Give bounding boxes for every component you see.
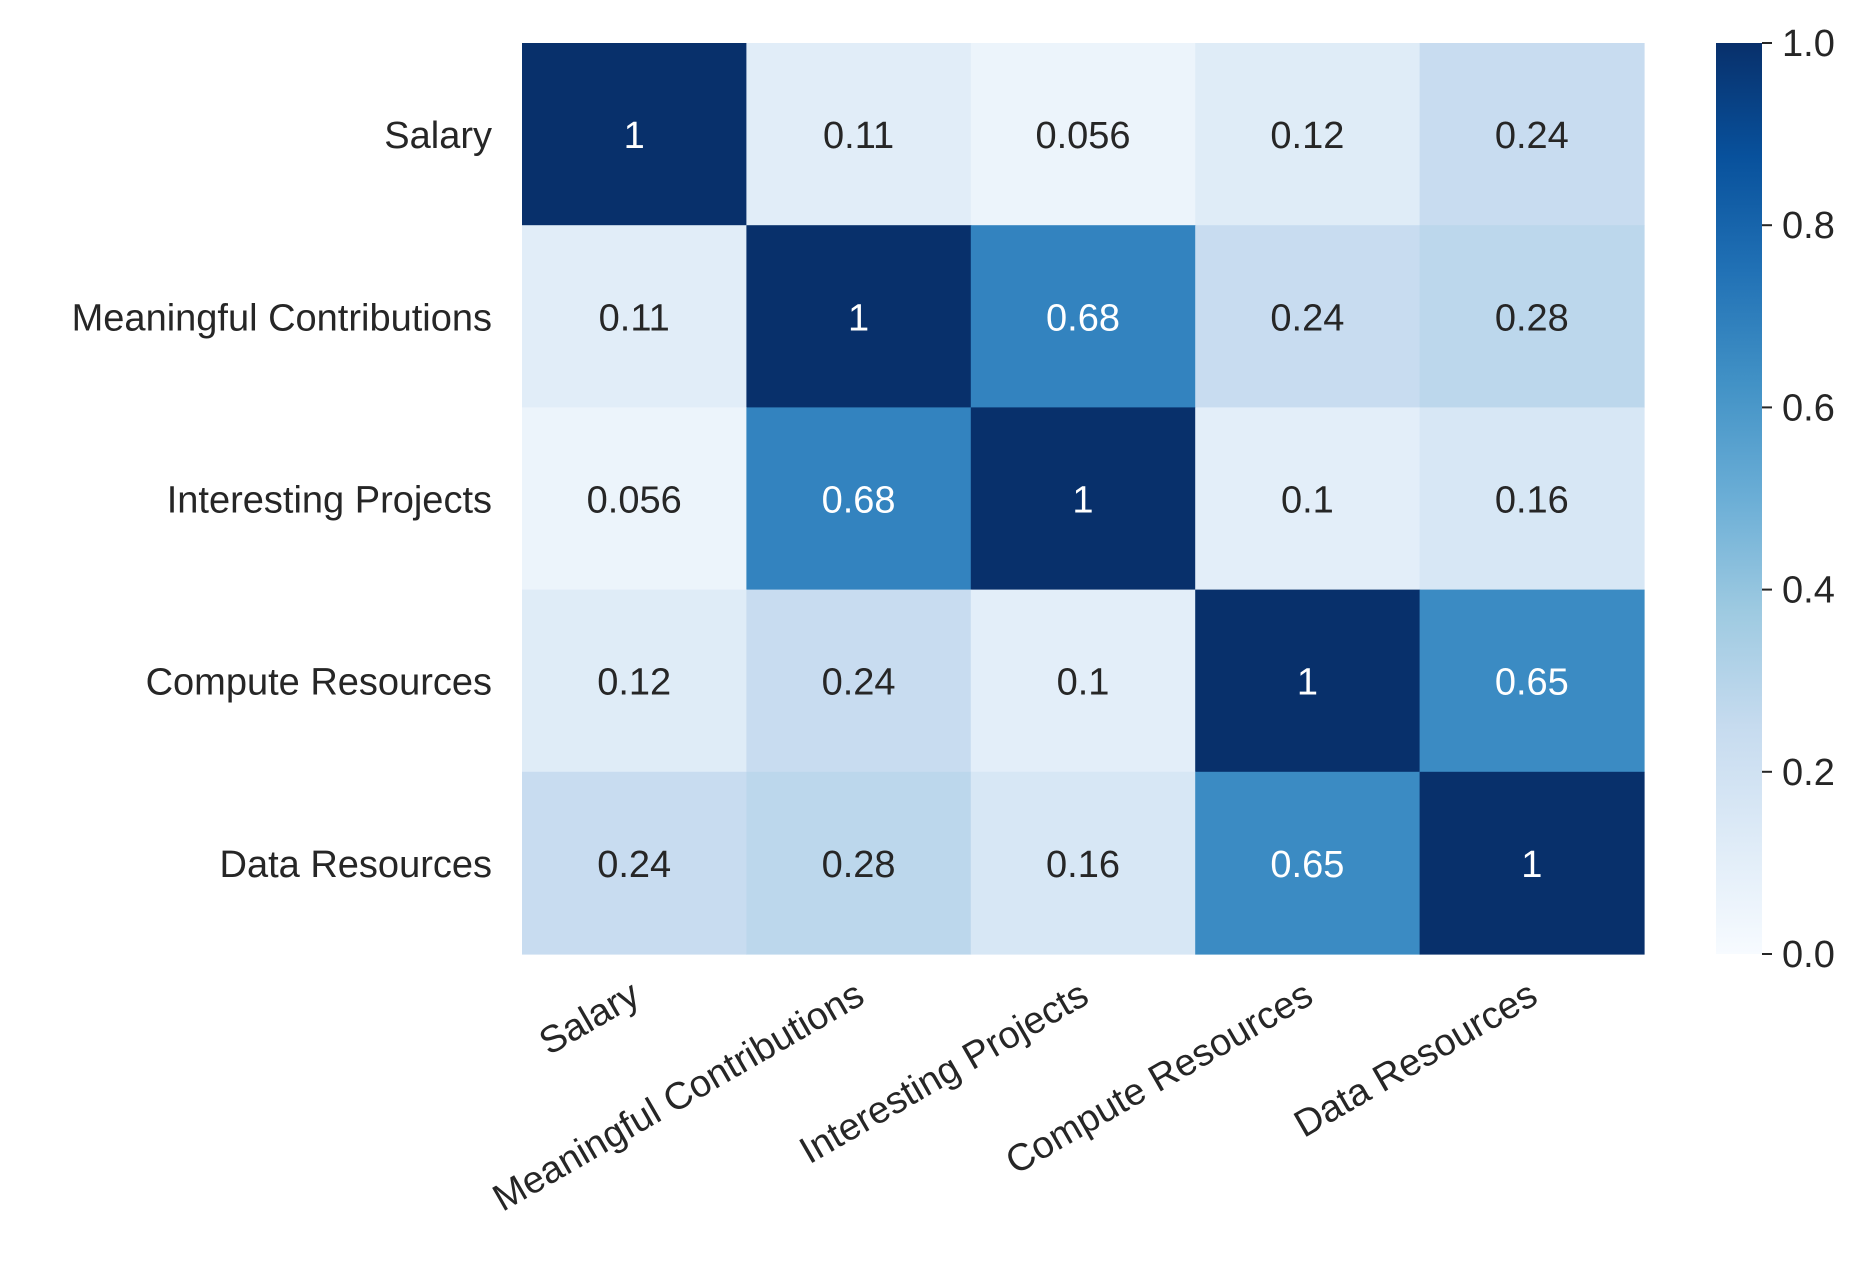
- heatmap-cell: [1195, 43, 1421, 226]
- colorbar: 0.0 0.2 0.4 0.6 0.8 1.0: [1716, 23, 1835, 976]
- y-tick-label: Compute Resources: [146, 662, 492, 704]
- cell-value-label: 0.28: [1495, 297, 1569, 339]
- x-tick-label: Data Resources: [1287, 973, 1544, 1146]
- heatmap-cell: [522, 43, 747, 226]
- heatmap-cell: [522, 771, 747, 955]
- colorbar-gradient: [1716, 43, 1762, 954]
- heatmap-cell: [746, 771, 972, 955]
- x-tick-label: Salary: [532, 973, 646, 1063]
- y-tick-label: Data Resources: [220, 844, 492, 886]
- heatmap-cell: [746, 225, 972, 408]
- heatmap-cell: [1195, 771, 1421, 955]
- heatmap-cell: [1195, 589, 1421, 773]
- colorbar-tick-label: 1.0: [1782, 23, 1835, 65]
- cell-value-label: 0.24: [1270, 297, 1344, 339]
- cell-value-label: 0.65: [1270, 844, 1344, 886]
- x-tick-label: Meaningful Contributions: [486, 973, 871, 1220]
- colorbar-tick-label: 0.0: [1782, 934, 1835, 976]
- cell-value-label: 0.65: [1495, 662, 1569, 704]
- colorbar-tick-label: 0.8: [1782, 205, 1835, 247]
- cell-value-label: 0.28: [822, 844, 896, 886]
- cell-value-label: 0.1: [1057, 662, 1110, 704]
- colorbar-tick-label: 0.4: [1782, 570, 1835, 612]
- cell-value-label: 1: [1297, 662, 1318, 704]
- y-tick-label: Interesting Projects: [167, 480, 492, 522]
- heatmap-cell: [1195, 225, 1421, 408]
- heatmap-cell: [970, 225, 1196, 408]
- heatmap-cell: [1419, 589, 1645, 773]
- cell-value-label: 0.11: [823, 115, 894, 157]
- heatmap-cell: [746, 407, 972, 591]
- y-tick-label: Meaningful Contributions: [72, 297, 492, 339]
- heatmap-cell: [522, 589, 747, 773]
- cell-value-label: 0.056: [1035, 115, 1130, 157]
- heatmap-cell: [970, 43, 1196, 226]
- cell-value-label: 0.24: [597, 844, 671, 886]
- cell-value-label: 0.12: [1270, 115, 1344, 157]
- cell-value-label: 0.11: [599, 297, 670, 339]
- y-tick-label: Salary: [384, 115, 492, 157]
- cell-value-label: 0.24: [1495, 115, 1569, 157]
- heatmap-cell: [746, 43, 972, 226]
- heatmap-cell: [1419, 407, 1645, 591]
- cell-value-label: 0.056: [587, 480, 682, 522]
- cell-value-label: 0.16: [1046, 844, 1120, 886]
- heatmap-cell: [1419, 771, 1645, 955]
- cell-value-label: 0.68: [1046, 297, 1120, 339]
- cell-value-label: 1: [624, 115, 645, 157]
- heatmap-cells: [522, 43, 1645, 955]
- cell-value-label: 0.24: [822, 662, 896, 704]
- cell-value-label: 0.68: [822, 480, 896, 522]
- heatmap-cell: [522, 407, 747, 591]
- heatmap-cell: [1195, 407, 1421, 591]
- cell-value-label: 0.16: [1495, 480, 1569, 522]
- cell-value-label: 1: [1072, 480, 1093, 522]
- heatmap-cell: [970, 589, 1196, 773]
- heatmap-cell: [1419, 43, 1645, 226]
- heatmap-cell: [746, 589, 972, 773]
- y-axis-tick-labels: Salary Meaningful Contributions Interestin…: [72, 115, 492, 886]
- heatmap-annotations: 1 0.11 0.056 0.12 0.240.11 1 0.68 0.24 0.280.056…: [587, 115, 1569, 886]
- cell-value-label: 0.1: [1281, 480, 1334, 522]
- cell-value-label: 1: [1521, 844, 1542, 886]
- cell-value-label: 1: [848, 297, 869, 339]
- heatmap-cell: [970, 407, 1196, 591]
- colorbar-tick-label: 0.2: [1782, 752, 1835, 794]
- cell-value-label: 0.12: [597, 662, 671, 704]
- colorbar-tick-label: 0.6: [1782, 387, 1835, 429]
- heatmap-cell: [522, 225, 747, 408]
- heatmap-cell: [970, 771, 1196, 955]
- heatmap-cell: [1419, 225, 1645, 408]
